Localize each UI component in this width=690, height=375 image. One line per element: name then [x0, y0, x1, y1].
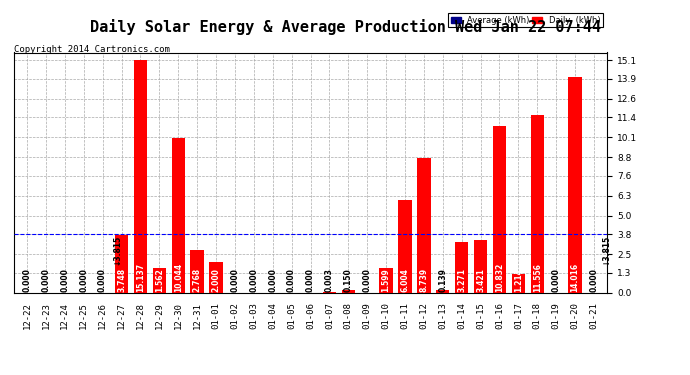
Bar	[134, 60, 147, 292]
Text: 0.000: 0.000	[306, 268, 315, 292]
Text: 0.000: 0.000	[268, 268, 277, 292]
Text: 0.000: 0.000	[230, 268, 239, 292]
Text: 0.000: 0.000	[363, 268, 372, 292]
Bar	[342, 290, 355, 292]
Text: 3.748: 3.748	[117, 268, 126, 292]
Text: 0.000: 0.000	[41, 268, 50, 292]
Text: 3.421: 3.421	[476, 268, 485, 292]
Text: 2.000: 2.000	[212, 268, 221, 292]
Bar	[380, 268, 393, 292]
Text: 11.556: 11.556	[533, 263, 542, 292]
Text: 14.016: 14.016	[571, 262, 580, 292]
Text: 10.832: 10.832	[495, 262, 504, 292]
Text: 0.000: 0.000	[552, 268, 561, 292]
Bar	[190, 250, 204, 292]
Bar	[209, 262, 223, 292]
Text: 1.562: 1.562	[155, 268, 164, 292]
Text: 0.000: 0.000	[589, 268, 598, 292]
Text: 0.000: 0.000	[98, 268, 107, 292]
Bar	[417, 158, 431, 292]
Bar	[474, 240, 487, 292]
Bar	[115, 235, 128, 292]
Bar	[512, 274, 525, 292]
Bar	[531, 115, 544, 292]
Bar	[455, 242, 469, 292]
Text: 6.004: 6.004	[400, 268, 409, 292]
Text: 0.000: 0.000	[23, 268, 32, 292]
Text: ↓3.815: ↓3.815	[113, 235, 122, 265]
Text: 0.000: 0.000	[249, 268, 258, 292]
Text: 0.000: 0.000	[79, 268, 88, 292]
Bar	[398, 200, 412, 292]
Text: 10.044: 10.044	[174, 262, 183, 292]
Text: 0.003: 0.003	[325, 268, 334, 292]
Text: 1.214: 1.214	[514, 268, 523, 292]
Bar	[152, 268, 166, 292]
Text: 0.000: 0.000	[60, 268, 69, 292]
Text: 2.768: 2.768	[193, 268, 201, 292]
Text: 0.000: 0.000	[287, 268, 296, 292]
Text: Daily Solar Energy & Average Production Wed Jan 22 07:44: Daily Solar Energy & Average Production …	[90, 19, 600, 35]
Bar	[493, 126, 506, 292]
Text: 1.599: 1.599	[382, 268, 391, 292]
Text: Copyright 2014 Cartronics.com: Copyright 2014 Cartronics.com	[14, 45, 170, 54]
Text: 0.150: 0.150	[344, 268, 353, 292]
Text: 0.139: 0.139	[438, 268, 447, 292]
Text: 8.739: 8.739	[420, 268, 428, 292]
Text: 3.271: 3.271	[457, 268, 466, 292]
Bar	[569, 77, 582, 292]
Text: ↓3.815: ↓3.815	[602, 235, 611, 265]
Legend: Average (kWh), Daily  (kWh): Average (kWh), Daily (kWh)	[448, 13, 603, 27]
Bar	[436, 290, 449, 292]
Text: 15.137: 15.137	[136, 262, 145, 292]
Bar	[172, 138, 185, 292]
